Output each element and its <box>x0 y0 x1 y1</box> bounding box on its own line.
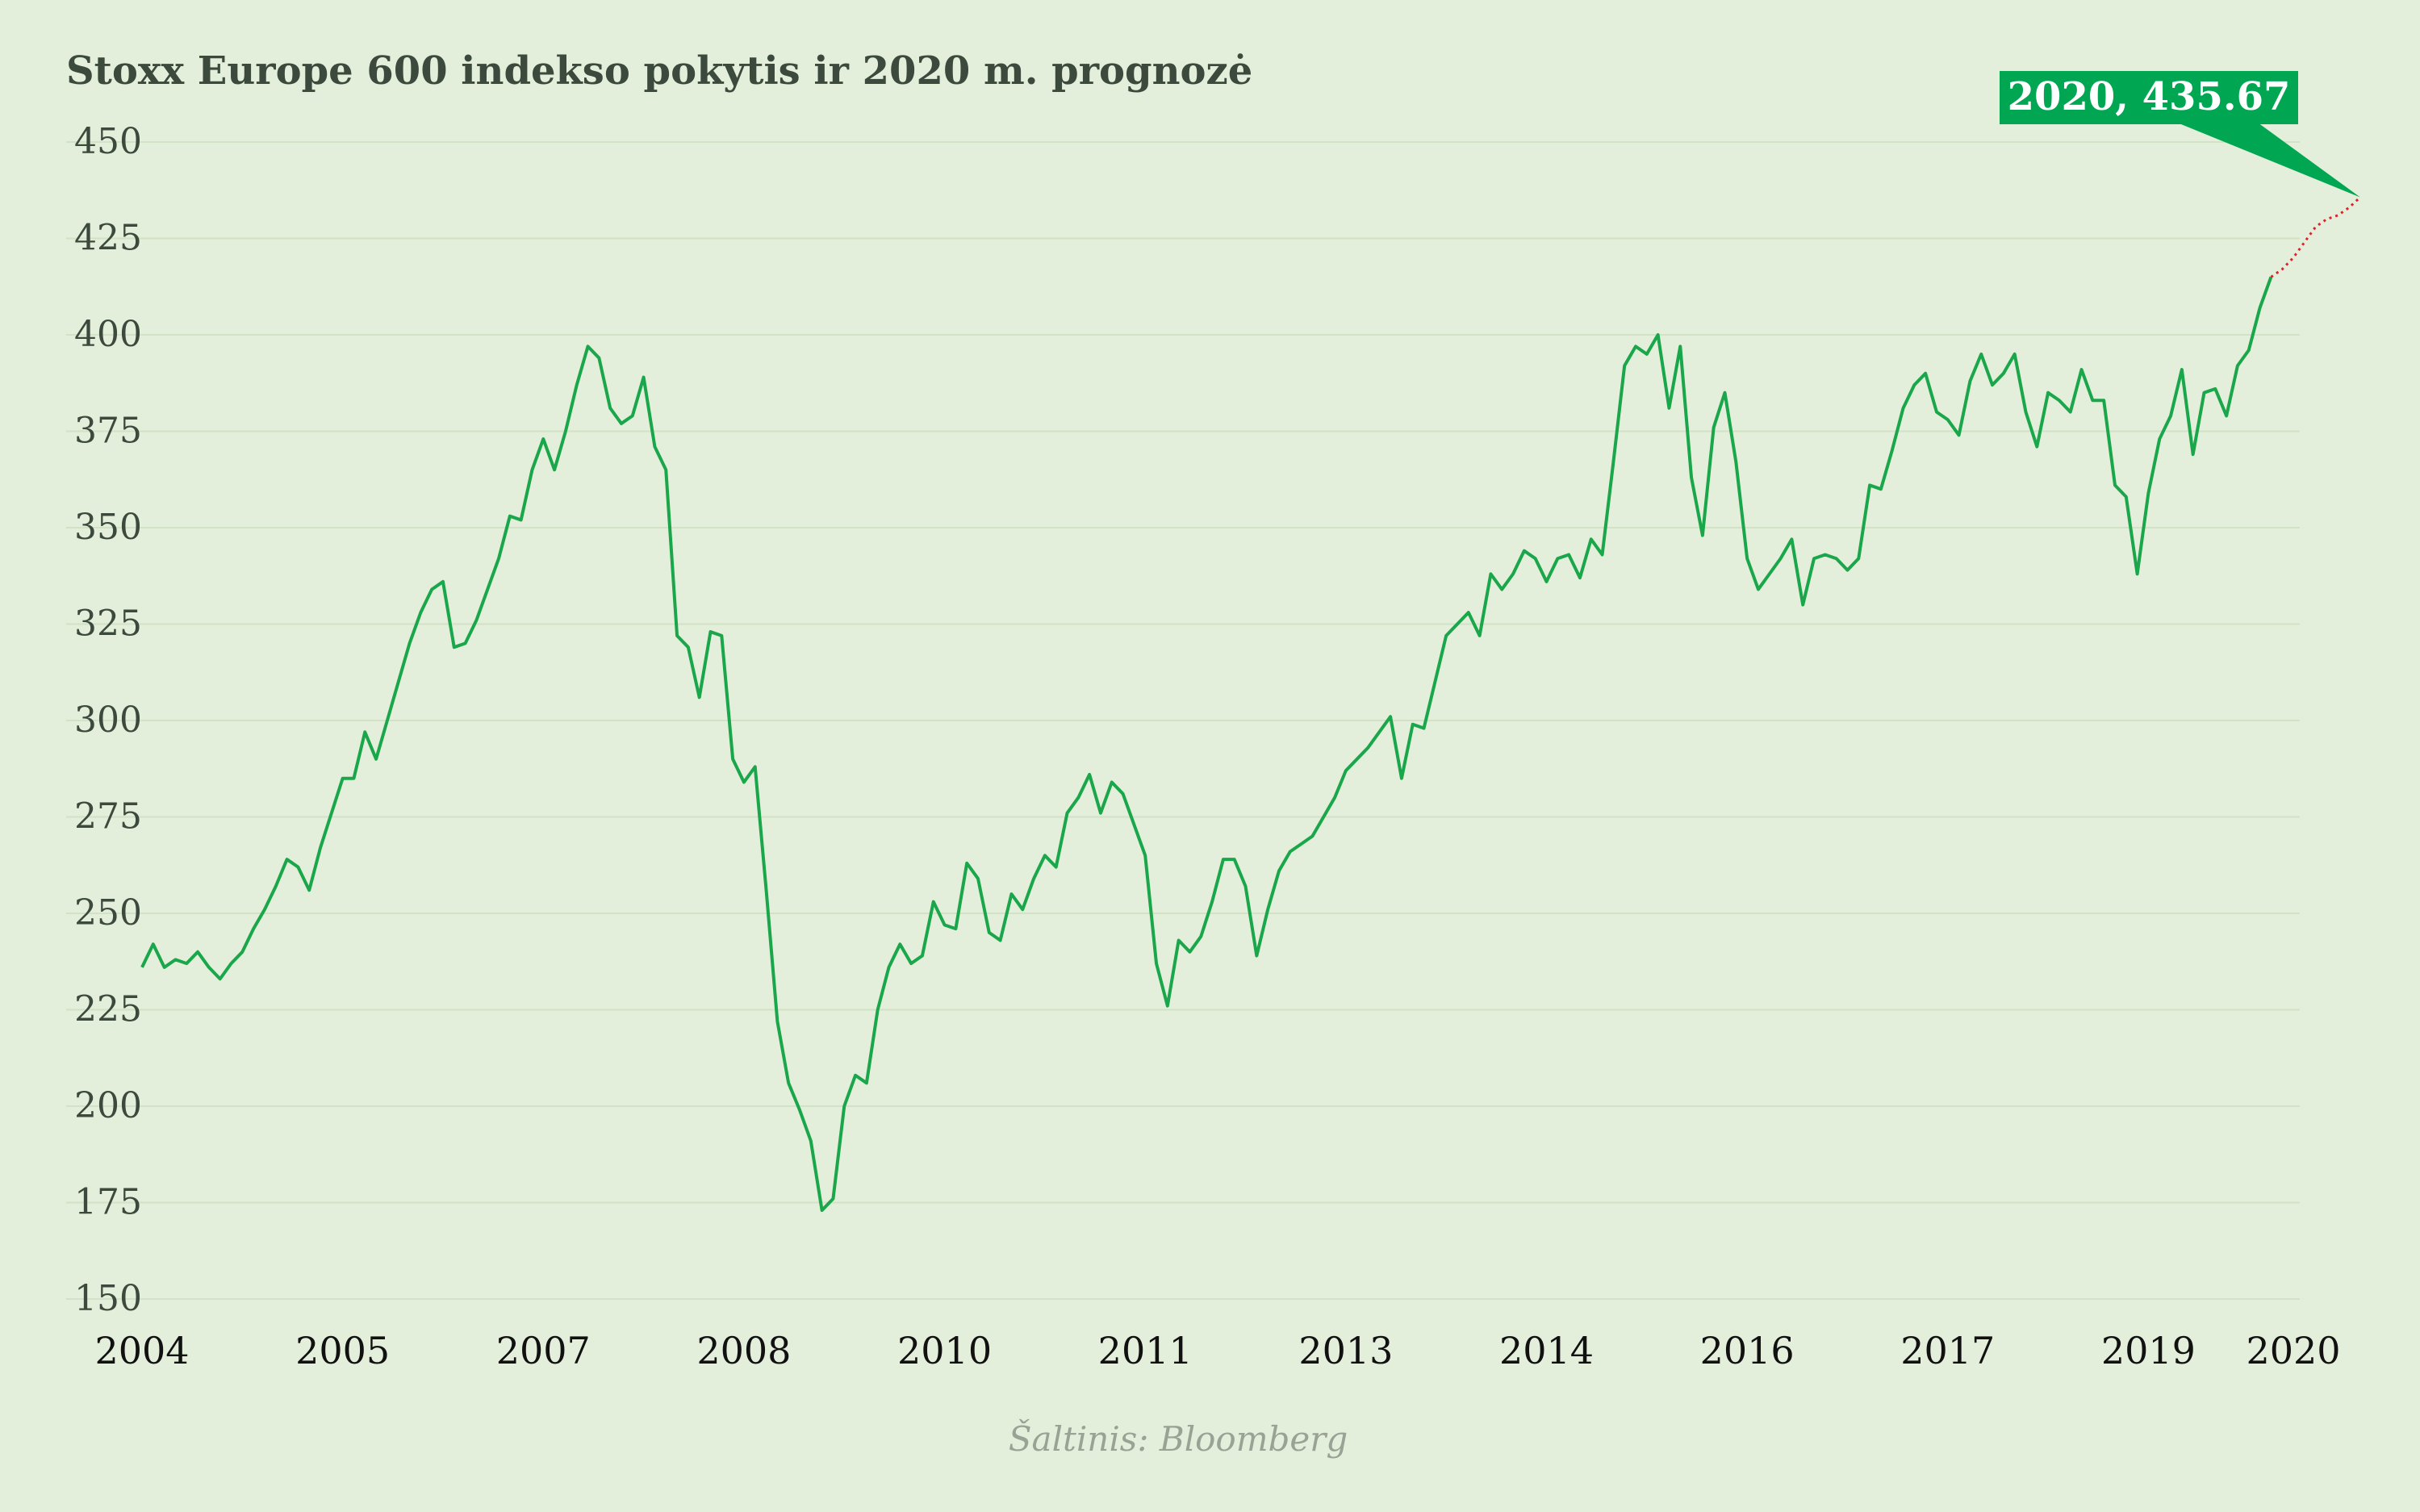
x-tick-label: 2005 <box>295 1329 390 1372</box>
x-tick-label: 2020 <box>2246 1329 2340 1372</box>
source-note: Šaltinis: Bloomberg <box>1009 1418 1348 1459</box>
y-tick-label: 325 <box>74 604 142 645</box>
series-lines <box>140 196 2361 1213</box>
x-tick-label: 2010 <box>897 1329 992 1372</box>
x-tick-label: 2019 <box>2101 1329 2196 1372</box>
y-tick-label: 150 <box>74 1278 142 1319</box>
x-tick-label: 2008 <box>696 1329 791 1372</box>
x-tick-label: 2011 <box>1098 1329 1193 1372</box>
y-tick-label: 300 <box>74 700 142 741</box>
y-tick-label: 350 <box>74 507 142 548</box>
series-line-actual <box>140 276 2273 1213</box>
x-tick-label: 2007 <box>496 1329 591 1372</box>
x-axis: 2004 2005 2007 2008 2010 2011 2013 2014 2016 2017… <box>94 1329 2340 1372</box>
y-tick-label: 450 <box>74 121 142 162</box>
x-tick-label: 2014 <box>1499 1329 1594 1372</box>
annotation-callout: 2020, 435.67 <box>2000 71 2360 198</box>
y-tick-label: 425 <box>74 218 142 259</box>
annotation-pointer <box>2177 123 2360 198</box>
x-tick-label: 2016 <box>1700 1329 1795 1372</box>
y-tick-label: 400 <box>74 314 142 355</box>
y-tick-label: 175 <box>74 1182 142 1223</box>
x-tick-label: 2017 <box>1900 1329 1995 1372</box>
annotation-box <box>2000 71 2298 124</box>
y-tick-label: 200 <box>74 1085 142 1126</box>
grid-lines <box>66 141 2300 1300</box>
y-tick-label: 225 <box>74 989 142 1030</box>
annotation-label: 2020, 435.67 <box>2008 74 2291 119</box>
chart-title: Stoxx Europe 600 indekso pokytis ir 2020… <box>66 48 1252 94</box>
x-tick-label: 2004 <box>94 1329 189 1372</box>
y-tick-label: 275 <box>74 796 142 837</box>
y-axis: 150 175 200 225 250 275 300 325 350 375 400 425 450 <box>74 121 142 1319</box>
y-tick-label: 375 <box>74 411 142 452</box>
y-tick-label: 250 <box>74 892 142 934</box>
x-tick-label: 2013 <box>1298 1329 1393 1372</box>
